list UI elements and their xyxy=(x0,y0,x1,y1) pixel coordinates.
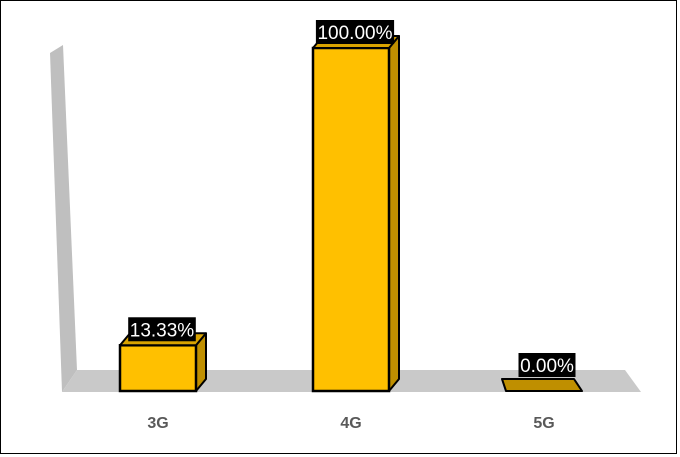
data-label-text: 13.33% xyxy=(130,320,195,341)
data-label-text: 0.00% xyxy=(520,356,574,377)
bar-top-face xyxy=(501,378,583,392)
data-label-bg xyxy=(518,353,576,377)
data-label-4g: 100.00% xyxy=(315,20,395,44)
bar-front-face xyxy=(311,46,391,393)
category-axis-labels: 3G 4G 5G xyxy=(147,415,554,432)
data-label-bg xyxy=(128,317,196,342)
bar-front-face xyxy=(118,344,198,393)
category-label-5g: 5G xyxy=(533,415,554,432)
bar-4g xyxy=(311,35,400,393)
data-label-bg xyxy=(315,20,395,44)
chart-back-wall xyxy=(50,45,77,392)
bar-5g xyxy=(501,378,583,392)
data-labels-layer: 13.33% 100.00% 0.00% xyxy=(128,20,576,377)
bar-3g xyxy=(118,332,207,393)
data-label-5g: 0.00% xyxy=(518,353,576,377)
data-label-text: 100.00% xyxy=(317,23,392,44)
bar-side-face xyxy=(388,35,400,392)
data-label-3g: 13.33% xyxy=(128,317,196,342)
category-label-3g: 3G xyxy=(147,415,168,432)
category-label-4g: 4G xyxy=(340,415,361,432)
